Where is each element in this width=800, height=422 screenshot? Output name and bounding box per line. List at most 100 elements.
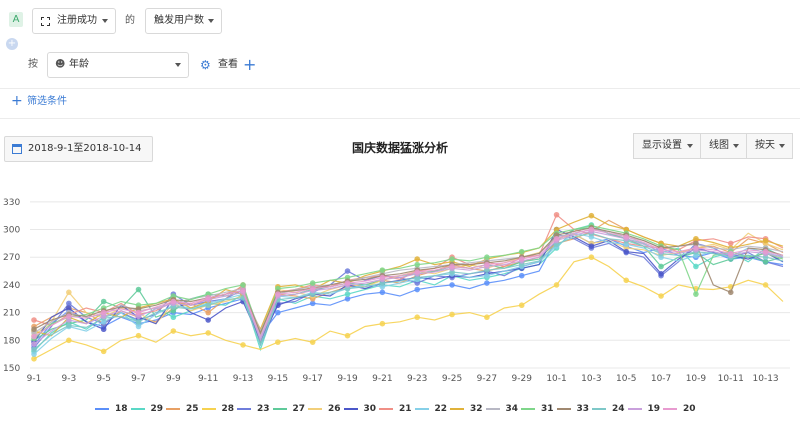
add-group-icon[interactable]: +: [6, 38, 18, 50]
event-select[interactable]: 注册成功: [32, 8, 116, 34]
series-line-20[interactable]: [33, 228, 784, 339]
series-line-33[interactable]: [33, 227, 784, 335]
data-point-30[interactable]: [100, 326, 107, 333]
data-point-23[interactable]: [344, 268, 351, 274]
legend-item-25[interactable]: 25: [166, 404, 199, 416]
data-point-28[interactable]: [275, 339, 281, 345]
data-point-20[interactable]: [170, 298, 177, 305]
data-point-18[interactable]: [379, 289, 386, 296]
data-point-33[interactable]: [31, 326, 37, 333]
legend-item-24[interactable]: 24: [592, 404, 625, 416]
data-point-28[interactable]: [588, 254, 595, 261]
data-point-20[interactable]: [135, 309, 142, 316]
data-point-28[interactable]: [205, 330, 211, 336]
series-line-28[interactable]: [33, 256, 784, 360]
data-point-18[interactable]: [449, 282, 455, 288]
data-point-20[interactable]: [205, 295, 211, 301]
data-point-28[interactable]: [553, 282, 560, 288]
data-point-31[interactable]: [693, 291, 699, 297]
data-point-18[interactable]: [518, 272, 525, 279]
data-point-31[interactable]: [309, 280, 316, 286]
data-point-22[interactable]: [135, 323, 142, 330]
legend-item-22[interactable]: 22: [414, 404, 447, 416]
data-point-21[interactable]: [553, 211, 560, 218]
data-point-20[interactable]: [727, 250, 734, 257]
data-point-28[interactable]: [518, 302, 525, 309]
granularity-dropdown[interactable]: 按天: [746, 133, 793, 159]
data-point-20[interactable]: [484, 261, 490, 268]
date-range-picker[interactable]: 2018-9-1至2018-10-14: [4, 136, 153, 162]
series-line-19[interactable]: [33, 230, 784, 345]
data-point-30[interactable]: [658, 271, 664, 277]
data-point-18[interactable]: [309, 300, 316, 307]
data-point-20[interactable]: [275, 291, 281, 297]
data-point-28[interactable]: [135, 332, 142, 339]
data-point-28[interactable]: [344, 332, 351, 339]
data-point-31[interactable]: [379, 267, 386, 273]
data-point-22[interactable]: [484, 272, 490, 279]
data-point-18[interactable]: [275, 309, 281, 316]
legend-item-19[interactable]: 19: [627, 404, 660, 416]
data-point-28[interactable]: [100, 348, 107, 355]
data-point-28[interactable]: [414, 314, 421, 321]
legend-item-29[interactable]: 29: [130, 404, 163, 416]
data-point-31[interactable]: [484, 254, 490, 261]
data-point-33[interactable]: [727, 289, 734, 296]
data-point-20[interactable]: [553, 235, 560, 242]
data-point-21[interactable]: [31, 317, 37, 323]
legend-item-32[interactable]: 32: [450, 404, 483, 416]
chart-type-dropdown[interactable]: 线图: [700, 133, 747, 159]
metric-select[interactable]: 触发用户数: [145, 8, 222, 34]
data-point-28[interactable]: [31, 355, 37, 362]
data-point-18[interactable]: [484, 280, 490, 286]
data-point-28[interactable]: [658, 293, 664, 299]
data-point-20[interactable]: [762, 248, 769, 255]
data-point-20[interactable]: [309, 285, 316, 292]
series-line-22[interactable]: [33, 232, 784, 355]
data-point-20[interactable]: [100, 309, 107, 316]
data-point-18[interactable]: [414, 286, 421, 293]
data-point-28[interactable]: [762, 282, 769, 288]
data-point-20[interactable]: [623, 234, 630, 240]
data-point-29[interactable]: [344, 291, 351, 297]
data-point-30[interactable]: [66, 305, 72, 311]
data-point-28[interactable]: [240, 342, 246, 348]
data-point-19[interactable]: [31, 341, 37, 347]
data-point-27[interactable]: [762, 259, 769, 265]
legend-item-21[interactable]: 21: [379, 404, 412, 416]
dimension-select[interactable]: ☻ 年龄: [47, 52, 189, 78]
data-point-22[interactable]: [31, 351, 37, 357]
legend-item-28[interactable]: 28: [201, 404, 234, 416]
series-line-31[interactable]: [33, 225, 784, 339]
data-point-29[interactable]: [170, 314, 177, 321]
legend-item-27[interactable]: 27: [272, 404, 305, 416]
data-point-32[interactable]: [762, 237, 769, 244]
data-point-32[interactable]: [693, 235, 699, 242]
data-point-20[interactable]: [31, 333, 37, 340]
data-point-31[interactable]: [240, 282, 246, 288]
series-line-30[interactable]: [33, 228, 784, 343]
data-point-31[interactable]: [518, 248, 525, 255]
data-point-24[interactable]: [135, 319, 142, 325]
data-point-20[interactable]: [240, 287, 246, 294]
data-point-29[interactable]: [693, 263, 699, 270]
data-point-23[interactable]: [66, 300, 72, 307]
data-point-32[interactable]: [414, 256, 421, 262]
series-line-29[interactable]: [33, 224, 784, 352]
data-point-28[interactable]: [66, 337, 72, 344]
data-point-20[interactable]: [658, 247, 664, 253]
data-point-28[interactable]: [449, 311, 455, 318]
legend-item-26[interactable]: 26: [308, 404, 341, 416]
data-point-32[interactable]: [588, 212, 595, 219]
data-point-31[interactable]: [449, 256, 455, 262]
data-point-20[interactable]: [414, 269, 421, 275]
data-point-30[interactable]: [623, 248, 630, 255]
legend-item-34[interactable]: 34: [485, 404, 518, 416]
data-point-30[interactable]: [205, 317, 211, 323]
data-point-21[interactable]: [727, 240, 734, 247]
display-settings-dropdown[interactable]: 显示设置: [633, 133, 701, 159]
data-point-24[interactable]: [31, 346, 37, 353]
legend-item-30[interactable]: 30: [343, 404, 376, 416]
data-point-24[interactable]: [66, 322, 72, 329]
data-point-26[interactable]: [66, 289, 72, 296]
